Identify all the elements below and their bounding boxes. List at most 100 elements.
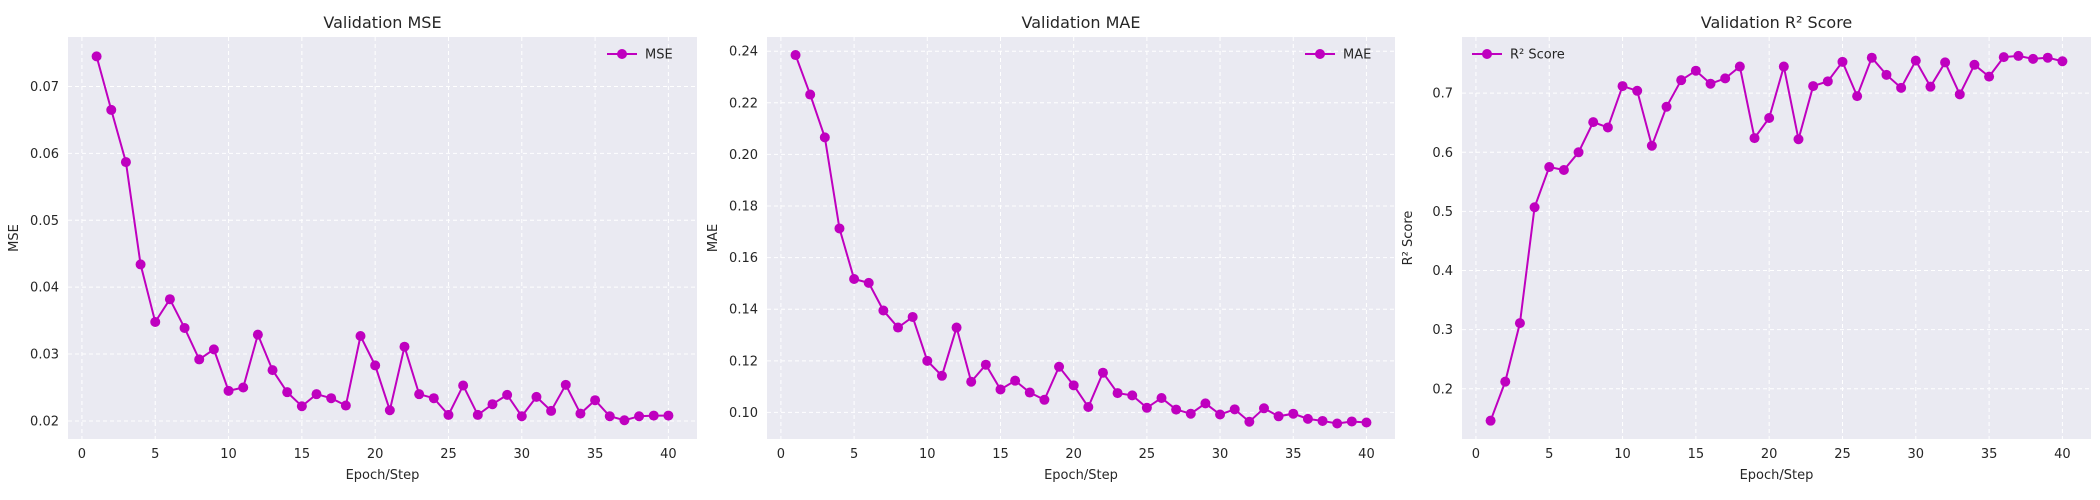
data-point xyxy=(849,274,860,285)
legend-marker xyxy=(1482,49,1492,59)
y-tick-label: 0.04 xyxy=(30,281,59,296)
data-point xyxy=(1720,73,1731,84)
data-point xyxy=(995,384,1006,395)
data-point xyxy=(1317,415,1328,426)
data-point xyxy=(980,359,991,370)
data-point xyxy=(1083,402,1094,413)
data-point xyxy=(370,360,381,371)
data-point xyxy=(1734,61,1745,72)
legend-label: MSE xyxy=(645,48,673,63)
x-tick-label: 35 xyxy=(1285,447,1302,462)
y-tick-label: 0.20 xyxy=(729,148,758,163)
data-point xyxy=(135,259,146,270)
data-point xyxy=(546,405,557,416)
x-tick-label: 5 xyxy=(1545,447,1553,462)
data-point xyxy=(1229,404,1240,415)
data-point xyxy=(893,322,904,333)
data-point xyxy=(208,344,219,355)
data-point xyxy=(1112,388,1123,399)
x-tick-label: 15 xyxy=(1688,447,1705,462)
data-point xyxy=(1302,413,1313,424)
y-tick-label: 0.6 xyxy=(1432,146,1453,161)
chart-panel-3: 0 5 10 15 20 25 30 35 40 0.2 0.3 0.4 0.5 0.6 0.7 Valida… xyxy=(1401,13,2091,483)
chart-title: Validation MAE xyxy=(1022,13,1141,32)
data-point xyxy=(1361,417,1372,428)
data-point xyxy=(311,389,322,400)
x-tick-label: 0 xyxy=(777,447,785,462)
data-point xyxy=(1185,408,1196,419)
data-point xyxy=(91,51,102,62)
x-tick-label: 10 xyxy=(919,447,936,462)
data-point xyxy=(819,132,830,143)
data-point xyxy=(179,322,190,333)
data-point xyxy=(1171,404,1182,415)
x-tick-label: 15 xyxy=(992,447,1009,462)
data-point xyxy=(1661,101,1672,112)
data-point xyxy=(472,409,483,420)
data-point xyxy=(1215,409,1226,420)
x-tick-label: 10 xyxy=(220,447,237,462)
data-point xyxy=(414,389,425,400)
data-point xyxy=(878,305,889,316)
x-tick-label: 30 xyxy=(1212,447,1229,462)
plot-area xyxy=(68,37,697,439)
data-point xyxy=(1244,416,1255,427)
data-point xyxy=(487,399,498,410)
data-point xyxy=(1778,61,1789,72)
data-point xyxy=(1910,55,1921,66)
data-point xyxy=(922,355,933,366)
data-point xyxy=(252,329,263,340)
data-point xyxy=(355,330,366,341)
y-tick-label: 0.24 xyxy=(729,45,758,60)
data-point xyxy=(2057,56,2068,67)
data-point xyxy=(560,379,571,390)
data-point xyxy=(1485,415,1496,426)
data-point xyxy=(648,410,659,421)
data-point xyxy=(1288,408,1299,419)
y-tick-label: 0.4 xyxy=(1432,264,1453,279)
data-point xyxy=(907,311,918,322)
data-point xyxy=(399,341,410,352)
series-line xyxy=(1489,54,2063,422)
data-point xyxy=(1646,140,1657,151)
y-tick-label: 0.03 xyxy=(30,348,59,363)
data-point xyxy=(458,380,469,391)
x-tick-label: 40 xyxy=(1358,447,1375,462)
x-tick-label: 40 xyxy=(2054,447,2071,462)
legend: R² Score xyxy=(1472,48,1565,63)
data-point xyxy=(1588,117,1599,128)
data-point xyxy=(966,376,977,387)
data-point xyxy=(223,385,234,396)
legend: MSE xyxy=(607,48,673,63)
data-point xyxy=(1544,162,1555,173)
legend-marker xyxy=(617,49,627,59)
x-tick-label: 25 xyxy=(440,447,457,462)
data-point xyxy=(1024,387,1035,398)
data-point xyxy=(1602,122,1613,133)
data-point xyxy=(951,322,962,333)
data-point xyxy=(531,391,542,402)
y-tick-label: 0.06 xyxy=(30,147,59,162)
x-tick-label: 25 xyxy=(1834,447,1851,462)
y-tick-label: 0.22 xyxy=(729,96,758,111)
plot-area xyxy=(767,37,1395,439)
data-point xyxy=(1156,392,1167,403)
data-point xyxy=(1097,367,1108,378)
x-axis-label: Epoch/Step xyxy=(1740,468,1814,483)
data-point xyxy=(604,411,615,422)
plot-area xyxy=(1462,37,2091,439)
data-point xyxy=(1954,89,1965,100)
series-line xyxy=(95,56,669,422)
y-tick-label: 0.16 xyxy=(729,251,758,266)
legend-label: R² Score xyxy=(1510,48,1565,63)
data-point xyxy=(1764,112,1775,123)
legend: MAE xyxy=(1305,48,1371,63)
data-point xyxy=(1690,65,1701,76)
legend-marker xyxy=(1315,49,1325,59)
chart-title: Validation MSE xyxy=(323,13,441,32)
data-point xyxy=(1039,394,1050,405)
y-tick-label: 0.07 xyxy=(30,80,59,95)
x-tick-label: 5 xyxy=(850,447,858,462)
data-point xyxy=(1984,71,1995,82)
x-tick-label: 20 xyxy=(1761,447,1778,462)
